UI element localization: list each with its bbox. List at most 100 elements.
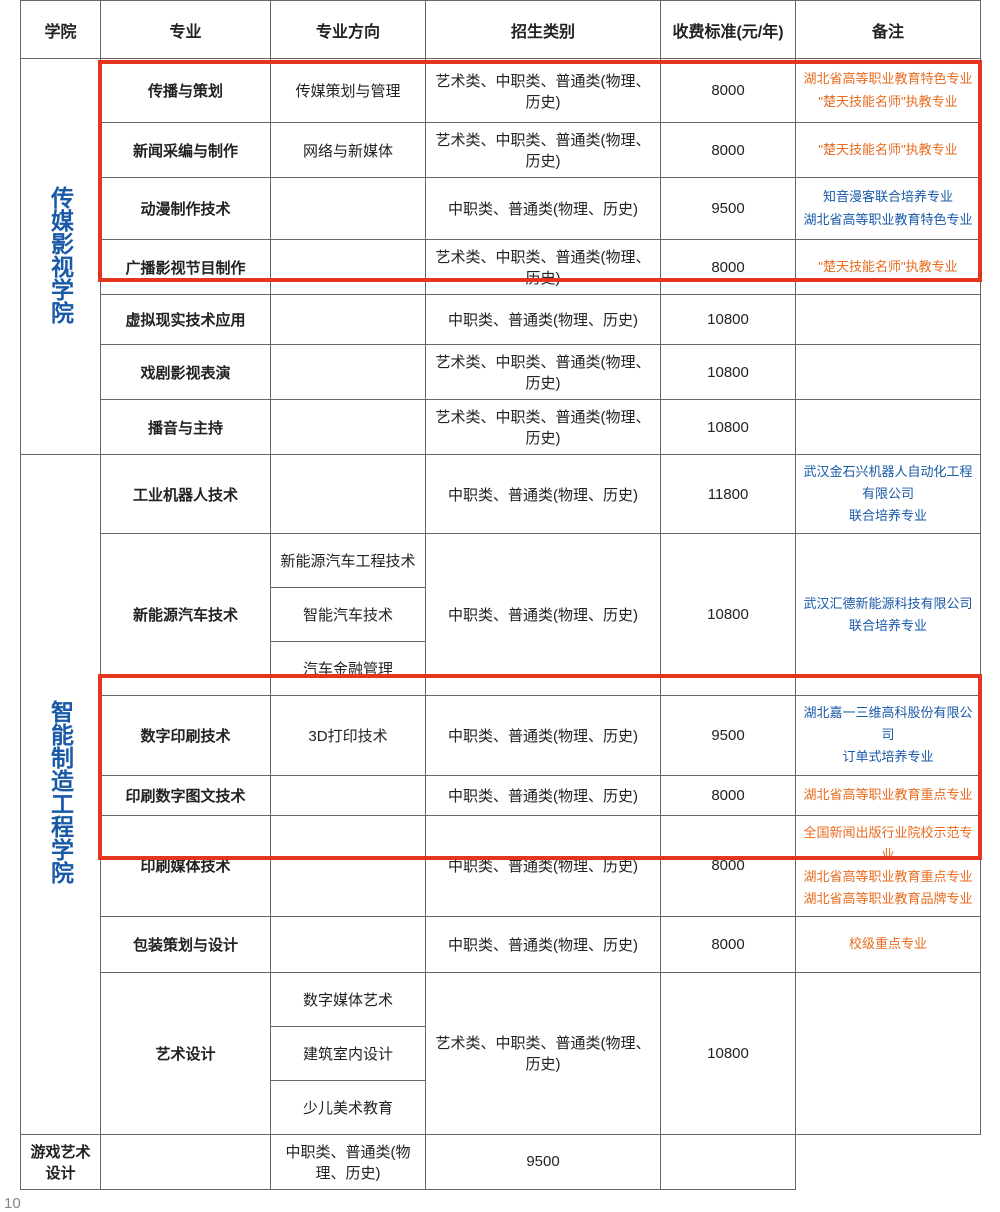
major-cell: 传播与策划 bbox=[101, 59, 271, 123]
note-line: "楚天技能名师"执教专业 bbox=[800, 256, 976, 278]
note-line: 武汉汇德新能源科技有限公司 bbox=[800, 593, 976, 615]
direction-cell bbox=[271, 455, 426, 534]
direction-cell: 数字媒体艺术 bbox=[271, 972, 426, 1026]
note-line: "楚天技能名师"执教专业 bbox=[800, 91, 976, 113]
major-cell: 游戏艺术设计 bbox=[21, 1134, 101, 1189]
note-cell bbox=[796, 295, 981, 345]
note-cell: 湖北嘉一三维高科股份有限公司订单式培养专业 bbox=[796, 696, 981, 775]
admissions-table: 学院 专业 专业方向 招生类别 收费标准(元/年) 备注 传媒影视学院 传播与策划… bbox=[20, 0, 981, 1190]
category-cell: 中职类、普通类(物理、历史) bbox=[426, 815, 661, 916]
major-cell: 数字印刷技术 bbox=[101, 696, 271, 775]
fee-cell: 10800 bbox=[661, 972, 796, 1134]
table-body: 传媒影视学院传播与策划传媒策划与管理艺术类、中职类、普通类(物理、历史)8000… bbox=[21, 59, 981, 1190]
college-cell: 传媒影视学院 bbox=[21, 59, 101, 455]
fee-cell: 10800 bbox=[661, 534, 796, 696]
major-cell: 包装策划与设计 bbox=[101, 916, 271, 972]
table-row: 包装策划与设计中职类、普通类(物理、历史)8000校级重点专业 bbox=[21, 916, 981, 972]
fee-cell: 8000 bbox=[661, 916, 796, 972]
note-line: 湖北省高等职业教育重点专业 bbox=[800, 866, 976, 888]
fee-cell: 8000 bbox=[661, 775, 796, 815]
direction-cell: 新能源汽车工程技术 bbox=[271, 534, 426, 588]
category-cell: 艺术类、中职类、普通类(物理、历史) bbox=[426, 240, 661, 295]
note-cell: "楚天技能名师"执教专业 bbox=[796, 240, 981, 295]
note-line: 湖北省高等职业教育特色专业 bbox=[800, 68, 976, 90]
college-name: 传媒影视学院 bbox=[38, 186, 84, 324]
note-line: 湖北省高等职业教育重点专业 bbox=[800, 784, 976, 806]
note-cell: 湖北省高等职业教育特色专业"楚天技能名师"执教专业 bbox=[796, 59, 981, 123]
table-row: 游戏艺术设计 中职类、普通类(物理、历史)9500 bbox=[21, 1134, 981, 1189]
note-line: 知音漫客联合培养专业 bbox=[800, 186, 976, 208]
category-cell: 中职类、普通类(物理、历史) bbox=[426, 295, 661, 345]
table-row: 艺术设计数字媒体艺术艺术类、中职类、普通类(物理、历史)10800 bbox=[21, 972, 981, 1026]
note-cell bbox=[796, 400, 981, 455]
category-cell: 中职类、普通类(物理、历史) bbox=[426, 696, 661, 775]
major-cell: 播音与主持 bbox=[101, 400, 271, 455]
th-college: 学院 bbox=[21, 1, 101, 59]
th-fee: 收费标准(元/年) bbox=[661, 1, 796, 59]
note-cell: 全国新闻出版行业院校示范专业湖北省高等职业教育重点专业湖北省高等职业教育品牌专业 bbox=[796, 815, 981, 916]
table-row: 虚拟现实技术应用中职类、普通类(物理、历史)10800 bbox=[21, 295, 981, 345]
table-row: 数字印刷技术3D打印技术中职类、普通类(物理、历史)9500湖北嘉一三维高科股份… bbox=[21, 696, 981, 775]
note-cell: 知音漫客联合培养专业湖北省高等职业教育特色专业 bbox=[796, 178, 981, 240]
category-cell: 中职类、普通类(物理、历史) bbox=[426, 455, 661, 534]
category-cell: 艺术类、中职类、普通类(物理、历史) bbox=[426, 972, 661, 1134]
fee-cell: 9500 bbox=[426, 1134, 661, 1189]
major-cell: 印刷媒体技术 bbox=[101, 815, 271, 916]
note-line: 全国新闻出版行业院校示范专业 bbox=[800, 822, 976, 866]
note-line: 订单式培养专业 bbox=[800, 746, 976, 768]
direction-cell bbox=[271, 240, 426, 295]
note-cell bbox=[796, 345, 981, 400]
major-cell: 艺术设计 bbox=[101, 972, 271, 1134]
category-cell: 中职类、普通类(物理、历史) bbox=[426, 775, 661, 815]
table-row: 印刷数字图文技术 中职类、普通类(物理、历史)8000湖北省高等职业教育重点专业 bbox=[21, 775, 981, 815]
note-cell: 武汉金石兴机器人自动化工程有限公司联合培养专业 bbox=[796, 455, 981, 534]
table-row: 新能源汽车技术新能源汽车工程技术中职类、普通类(物理、历史)10800武汉汇德新… bbox=[21, 534, 981, 588]
category-cell: 中职类、普通类(物理、历史) bbox=[426, 916, 661, 972]
table-row: 智能制造工程学院工业机器人技术中职类、普通类(物理、历史)11800武汉金石兴机… bbox=[21, 455, 981, 534]
th-major: 专业 bbox=[101, 1, 271, 59]
major-cell: 工业机器人技术 bbox=[101, 455, 271, 534]
table-row: 新闻采编与制作网络与新媒体艺术类、中职类、普通类(物理、历史)8000"楚天技能… bbox=[21, 123, 981, 178]
major-cell: 戏剧影视表演 bbox=[101, 345, 271, 400]
direction-cell bbox=[271, 815, 426, 916]
note-line: 湖北省高等职业教育特色专业 bbox=[800, 209, 976, 231]
category-cell: 中职类、普通类(物理、历史) bbox=[271, 1134, 426, 1189]
table-row: 广播影视节目制作 艺术类、中职类、普通类(物理、历史)8000"楚天技能名师"执教… bbox=[21, 240, 981, 295]
th-note: 备注 bbox=[796, 1, 981, 59]
direction-cell: 智能汽车技术 bbox=[271, 588, 426, 642]
direction-cell: 建筑室内设计 bbox=[271, 1026, 426, 1080]
major-cell: 虚拟现实技术应用 bbox=[101, 295, 271, 345]
note-cell: 武汉汇德新能源科技有限公司联合培养专业 bbox=[796, 534, 981, 696]
direction-cell bbox=[101, 1134, 271, 1189]
direction-cell bbox=[271, 775, 426, 815]
fee-cell: 8000 bbox=[661, 59, 796, 123]
fee-cell: 8000 bbox=[661, 815, 796, 916]
fee-cell: 8000 bbox=[661, 123, 796, 178]
major-cell: 印刷数字图文技术 bbox=[101, 775, 271, 815]
header-row: 学院 专业 专业方向 招生类别 收费标准(元/年) 备注 bbox=[21, 1, 981, 59]
direction-cell bbox=[271, 345, 426, 400]
note-cell: "楚天技能名师"执教专业 bbox=[796, 123, 981, 178]
fee-cell: 8000 bbox=[661, 240, 796, 295]
category-cell: 艺术类、中职类、普通类(物理、历史) bbox=[426, 59, 661, 123]
direction-cell: 少儿美术教育 bbox=[271, 1080, 426, 1134]
note-line: 武汉金石兴机器人自动化工程有限公司 bbox=[800, 461, 976, 505]
college-name: 智能制造工程学院 bbox=[38, 700, 84, 884]
direction-cell bbox=[271, 400, 426, 455]
direction-cell: 传媒策划与管理 bbox=[271, 59, 426, 123]
direction-cell bbox=[271, 916, 426, 972]
table-row: 印刷媒体技术中职类、普通类(物理、历史)8000全国新闻出版行业院校示范专业湖北… bbox=[21, 815, 981, 916]
page-number: 10 bbox=[4, 1195, 21, 1212]
category-cell: 中职类、普通类(物理、历史) bbox=[426, 534, 661, 696]
table-row: 动漫制作技术中职类、普通类(物理、历史)9500知音漫客联合培养专业湖北省高等职… bbox=[21, 178, 981, 240]
college-cell: 智能制造工程学院 bbox=[21, 455, 101, 1135]
fee-cell: 10800 bbox=[661, 345, 796, 400]
note-cell: 湖北省高等职业教育重点专业 bbox=[796, 775, 981, 815]
note-line: "楚天技能名师"执教专业 bbox=[800, 139, 976, 161]
note-line: 湖北省高等职业教育品牌专业 bbox=[800, 888, 976, 910]
table-row: 播音与主持艺术类、中职类、普通类(物理、历史)10800 bbox=[21, 400, 981, 455]
direction-cell: 汽车金融管理 bbox=[271, 642, 426, 696]
direction-cell: 3D打印技术 bbox=[271, 696, 426, 775]
major-cell: 新闻采编与制作 bbox=[101, 123, 271, 178]
major-cell: 广播影视节目制作 bbox=[101, 240, 271, 295]
